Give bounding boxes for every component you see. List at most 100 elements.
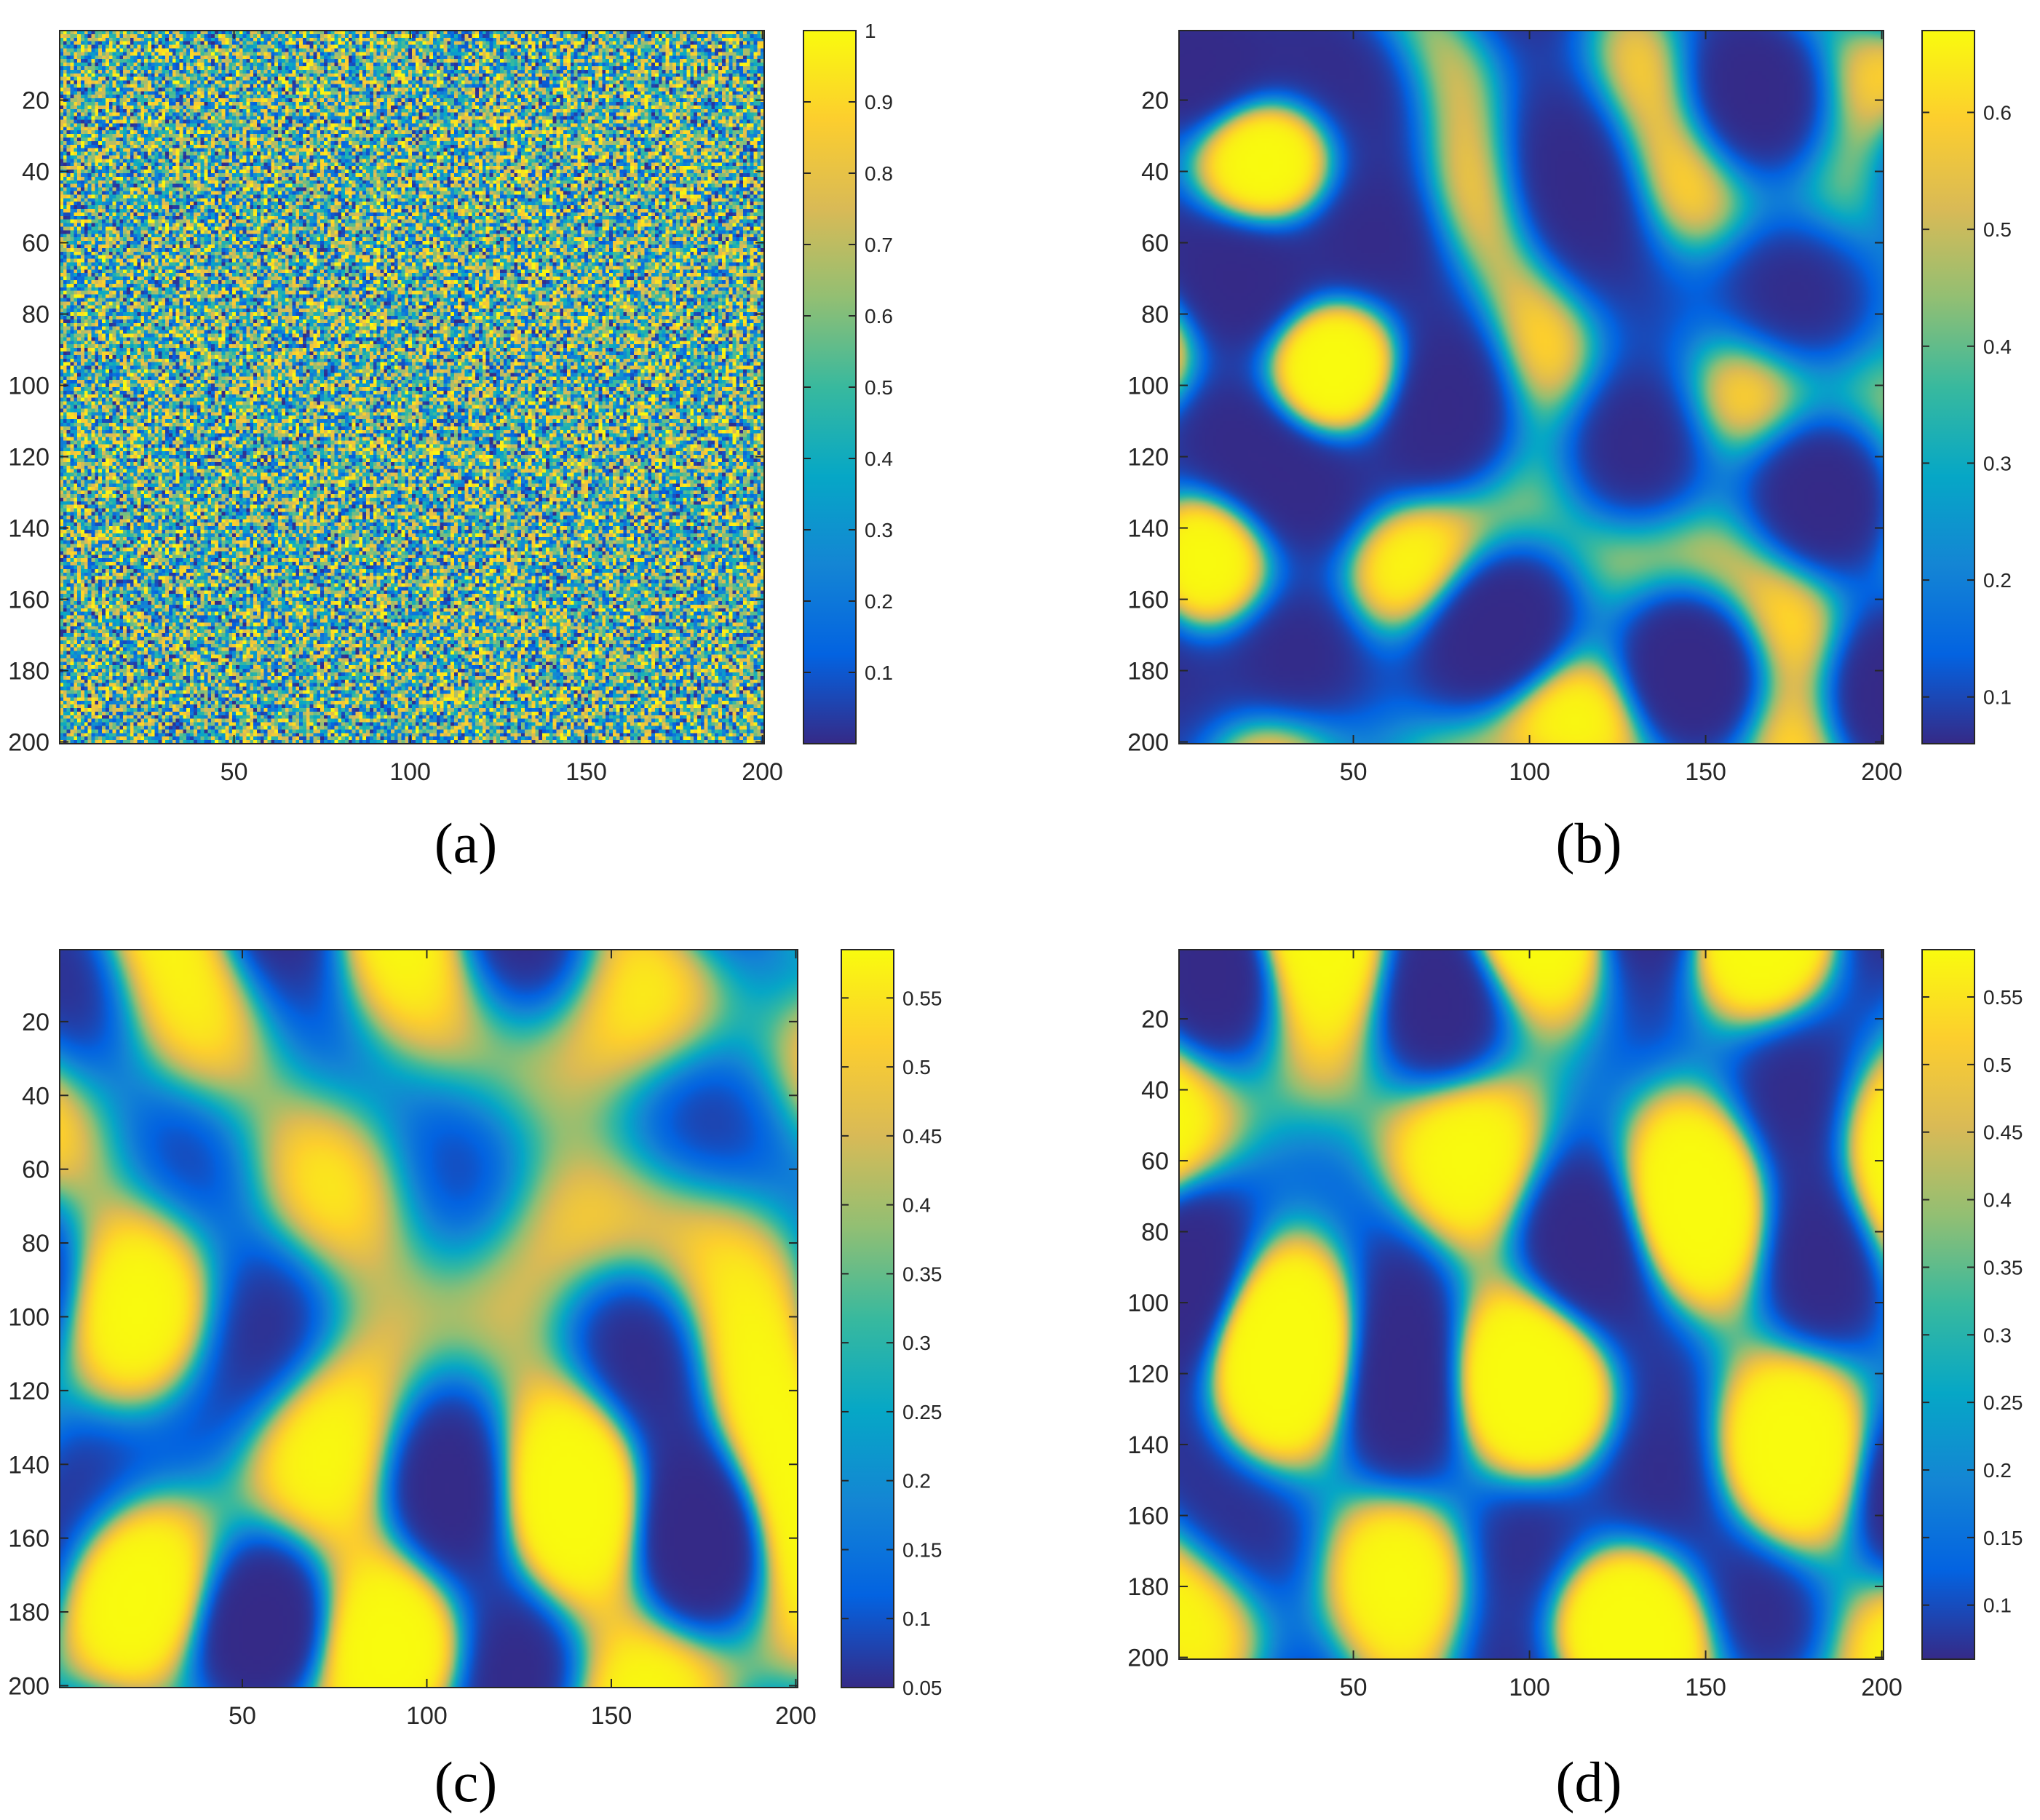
colorbar-tick-label: 0.4 [1983,335,2012,358]
panel-b: 50 100 150 200 20 40 60 80 100 120 140 160 180 200 0.1… [1127,30,2012,875]
colorbar-tick-label: 0.6 [1983,101,2012,124]
x-tick-label: 200 [1861,1674,1902,1701]
y-tick-label: 140 [8,1451,49,1479]
colorbar-tick-label: 0.45 [902,1125,942,1148]
y-tick-label: 80 [22,301,49,329]
colorbar-tick-label: 0.8 [865,162,893,185]
y-tick-label: 60 [1141,230,1169,258]
y-tick-label: 120 [1127,444,1169,472]
colorbar-tick-label: 0.2 [1983,569,2012,592]
colorbar-tick-label: 1 [865,20,876,42]
x-tick-label: 100 [406,1702,448,1730]
x-tick-label: 150 [591,1702,632,1730]
y-tick-label: 200 [8,729,49,757]
heatmap-image [1179,950,1884,1659]
x-tick-label: 50 [1340,1674,1368,1701]
panel-label: (a) [434,811,498,875]
colorbar-tick-label: 0.5 [1983,218,2012,241]
x-tick-label: 150 [1685,1674,1726,1701]
y-tick-label: 100 [8,1303,49,1331]
colorbar-tick-label: 0.05 [902,1677,942,1699]
colorbar-tick-label: 0.15 [1983,1527,2023,1549]
colorbar [841,949,894,1688]
y-tick-label: 200 [1127,1645,1169,1672]
panel-c: 50 100 150 200 20 40 60 80 100 120 140 160 180 200 0.0… [8,949,942,1813]
colorbar-tick-label: 0.2 [902,1470,931,1493]
y-tick-label: 120 [1127,1361,1169,1388]
x-tick-label: 200 [742,758,783,786]
colorbar-tick-label: 0.3 [1983,452,2012,474]
colorbar-tick-label: 0.5 [865,376,893,399]
y-tick-label: 80 [1141,1219,1169,1247]
colorbar-tick-label: 0.9 [865,91,893,114]
x-tick-label: 200 [1861,758,1902,786]
y-tick-label: 100 [1127,373,1169,400]
y-tick-label: 160 [8,587,49,614]
y-tick-label: 40 [22,159,49,186]
y-tick-label: 120 [8,444,49,472]
panel-label: (b) [1556,811,1622,875]
y-tick-label: 180 [8,1599,49,1626]
y-tick-label: 180 [1127,658,1169,686]
y-tick-label: 60 [22,1156,49,1184]
x-tick-label: 100 [389,758,431,786]
colorbar [803,30,857,744]
colorbar-tick-label: 0.3 [1983,1324,2012,1346]
colorbar-tick-label: 0.4 [865,448,893,470]
colorbar-tick-label: 0.35 [902,1263,942,1285]
x-tick-label: 50 [221,758,248,786]
colorbar-tick-label: 0.6 [865,305,893,327]
axes-frame [59,30,765,744]
y-tick-label: 100 [1127,1290,1169,1317]
y-tick-label: 80 [22,1230,49,1257]
x-tick-label: 50 [229,1702,256,1730]
panel-a: 50 100 150 200 20 40 60 80 100 120 140 160 180 200 0.1… [8,20,893,875]
heatmap-image [60,31,764,744]
colorbar-tick-label: 0.2 [865,590,893,613]
colorbar-tick-label: 0.2 [1983,1459,2012,1482]
y-tick-label: 60 [1141,1148,1169,1175]
y-tick-label: 20 [22,87,49,115]
axes-frame [1178,30,1884,744]
y-tick-label: 60 [22,230,49,258]
colorbar-tick-label: 0.1 [902,1608,931,1630]
y-tick-label: 40 [1141,159,1169,186]
colorbar-tick-label: 0.1 [865,661,893,684]
colorbar-tick-label: 0.35 [1983,1256,2023,1279]
y-tick-label: 100 [8,373,49,400]
colorbar [1921,949,1975,1660]
y-tick-label: 40 [22,1082,49,1110]
y-tick-label: 20 [1141,1006,1169,1033]
colorbar-tick-label: 0.25 [1983,1391,2023,1414]
heatmap-image [60,950,798,1688]
colorbar-tick-label: 0.7 [865,234,893,256]
x-tick-label: 100 [1509,758,1550,786]
heatmap-image [1179,31,1884,744]
colorbar [1921,30,1975,744]
x-tick-label: 150 [565,758,607,786]
colorbar-tick-label: 0.1 [1983,686,2012,709]
axes-frame [1178,949,1884,1660]
y-tick-label: 80 [1141,301,1169,329]
y-tick-label: 200 [8,1672,49,1700]
colorbar-tick-label: 0.45 [1983,1121,2023,1144]
x-tick-label: 50 [1340,758,1368,786]
y-tick-label: 140 [1127,515,1169,543]
colorbar-tick-label: 0.3 [865,519,893,541]
panel-label: (c) [434,1750,498,1813]
colorbar-tick-label: 0.3 [902,1332,931,1354]
x-tick-label: 200 [775,1702,817,1730]
y-tick-label: 40 [1141,1077,1169,1105]
axes-frame [59,949,798,1688]
y-tick-label: 160 [1127,1503,1169,1530]
colorbar-tick-label: 0.4 [1983,1189,2012,1212]
y-tick-label: 120 [8,1378,49,1405]
y-tick-label: 160 [1127,587,1169,614]
colorbar-tick-label: 0.4 [902,1194,931,1217]
colorbar-tick-label: 0.55 [902,987,942,1009]
colorbar-tick-label: 0.55 [1983,986,2023,1009]
x-tick-label: 100 [1509,1674,1550,1701]
colorbar-tick-label: 0.5 [1983,1054,2012,1076]
y-tick-label: 180 [1127,1573,1169,1601]
